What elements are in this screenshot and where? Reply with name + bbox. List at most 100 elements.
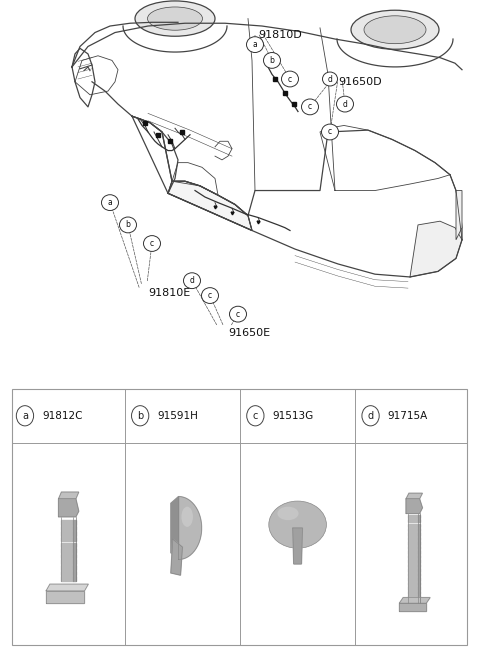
Text: 91715A: 91715A bbox=[388, 411, 428, 420]
Polygon shape bbox=[408, 514, 418, 518]
Polygon shape bbox=[408, 537, 418, 540]
Circle shape bbox=[202, 288, 218, 304]
Polygon shape bbox=[61, 526, 73, 530]
Polygon shape bbox=[73, 520, 76, 525]
Text: b: b bbox=[270, 56, 275, 65]
Polygon shape bbox=[179, 497, 202, 560]
Polygon shape bbox=[168, 181, 252, 231]
Text: c: c bbox=[328, 127, 332, 137]
Polygon shape bbox=[408, 587, 418, 590]
Text: d: d bbox=[343, 100, 348, 108]
Polygon shape bbox=[61, 576, 73, 581]
Text: c: c bbox=[252, 411, 258, 420]
Polygon shape bbox=[408, 551, 418, 554]
Ellipse shape bbox=[269, 501, 326, 548]
Polygon shape bbox=[456, 191, 462, 240]
Polygon shape bbox=[61, 571, 73, 575]
Polygon shape bbox=[418, 578, 420, 581]
Polygon shape bbox=[59, 499, 79, 517]
Polygon shape bbox=[408, 541, 418, 545]
Polygon shape bbox=[399, 598, 430, 603]
Polygon shape bbox=[408, 528, 418, 532]
Polygon shape bbox=[418, 519, 420, 522]
Text: 91810D: 91810D bbox=[258, 30, 302, 40]
Text: 91513G: 91513G bbox=[272, 411, 313, 420]
Polygon shape bbox=[418, 541, 420, 545]
Polygon shape bbox=[61, 560, 73, 564]
Polygon shape bbox=[418, 560, 420, 563]
Text: 91812C: 91812C bbox=[42, 411, 83, 420]
Polygon shape bbox=[418, 564, 420, 567]
Polygon shape bbox=[418, 551, 420, 554]
Polygon shape bbox=[418, 587, 420, 590]
Polygon shape bbox=[418, 591, 420, 594]
Polygon shape bbox=[408, 546, 418, 549]
Text: b: b bbox=[126, 220, 131, 229]
Polygon shape bbox=[73, 526, 76, 530]
Polygon shape bbox=[61, 548, 73, 553]
Polygon shape bbox=[73, 537, 76, 541]
Polygon shape bbox=[408, 524, 418, 527]
Polygon shape bbox=[73, 576, 76, 581]
Polygon shape bbox=[73, 532, 76, 536]
Polygon shape bbox=[73, 571, 76, 575]
Ellipse shape bbox=[135, 1, 215, 36]
Polygon shape bbox=[408, 595, 418, 599]
Polygon shape bbox=[408, 582, 418, 585]
Polygon shape bbox=[46, 591, 84, 603]
Ellipse shape bbox=[181, 507, 193, 527]
Polygon shape bbox=[61, 537, 73, 541]
Text: c: c bbox=[308, 102, 312, 112]
Text: d: d bbox=[327, 74, 333, 83]
Polygon shape bbox=[418, 595, 420, 599]
Ellipse shape bbox=[364, 16, 426, 43]
Polygon shape bbox=[418, 537, 420, 540]
Text: c: c bbox=[236, 309, 240, 319]
Polygon shape bbox=[406, 493, 422, 499]
Circle shape bbox=[264, 53, 280, 68]
Polygon shape bbox=[73, 560, 76, 564]
Circle shape bbox=[144, 236, 160, 252]
Polygon shape bbox=[418, 528, 420, 532]
Polygon shape bbox=[418, 582, 420, 585]
Circle shape bbox=[229, 306, 247, 322]
Polygon shape bbox=[408, 578, 418, 581]
Circle shape bbox=[323, 72, 337, 86]
Polygon shape bbox=[73, 543, 76, 547]
Polygon shape bbox=[408, 600, 418, 603]
Polygon shape bbox=[418, 546, 420, 549]
Circle shape bbox=[281, 71, 299, 87]
Polygon shape bbox=[418, 532, 420, 536]
Polygon shape bbox=[399, 603, 426, 611]
Polygon shape bbox=[418, 514, 420, 518]
Polygon shape bbox=[73, 565, 76, 570]
Ellipse shape bbox=[277, 507, 299, 520]
Polygon shape bbox=[408, 560, 418, 563]
Text: a: a bbox=[108, 198, 112, 207]
Text: d: d bbox=[190, 276, 194, 285]
Circle shape bbox=[247, 405, 264, 426]
Circle shape bbox=[322, 124, 338, 140]
Text: c: c bbox=[288, 74, 292, 83]
Polygon shape bbox=[61, 520, 73, 525]
Polygon shape bbox=[293, 528, 302, 564]
Text: 91650E: 91650E bbox=[228, 328, 270, 338]
Circle shape bbox=[101, 194, 119, 210]
Circle shape bbox=[183, 273, 201, 288]
Circle shape bbox=[16, 405, 34, 426]
Polygon shape bbox=[408, 573, 418, 576]
Polygon shape bbox=[418, 600, 420, 603]
Text: c: c bbox=[150, 239, 154, 248]
Circle shape bbox=[301, 99, 319, 115]
Polygon shape bbox=[418, 555, 420, 558]
Text: 91810E: 91810E bbox=[148, 288, 190, 298]
Circle shape bbox=[362, 405, 379, 426]
Text: c: c bbox=[208, 291, 212, 300]
Polygon shape bbox=[418, 573, 420, 576]
Text: a: a bbox=[22, 411, 28, 420]
Ellipse shape bbox=[351, 11, 439, 49]
Circle shape bbox=[247, 37, 264, 53]
Polygon shape bbox=[406, 499, 422, 513]
Text: 91591H: 91591H bbox=[157, 411, 198, 420]
Polygon shape bbox=[418, 568, 420, 572]
